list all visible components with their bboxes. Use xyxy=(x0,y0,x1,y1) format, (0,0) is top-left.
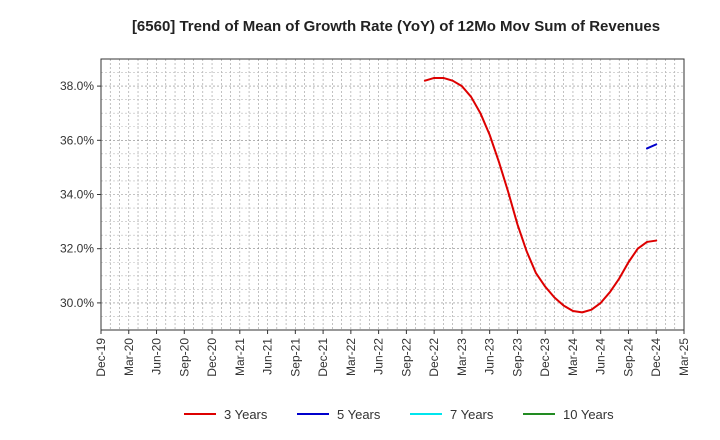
x-tick-label: Jun-21 xyxy=(261,338,275,375)
y-axis: 30.0% 32.0% 34.0% 36.0% 38.0% xyxy=(60,79,101,310)
chart-title: [6560] Trend of Mean of Growth Rate (YoY… xyxy=(132,18,660,35)
x-tick-label: Jun-23 xyxy=(483,338,497,375)
legend-label: 10 Years xyxy=(563,407,614,422)
y-tick-label: 36.0% xyxy=(60,133,94,147)
y-tick-label: 38.0% xyxy=(60,79,94,93)
x-tick-label: Mar-23 xyxy=(455,338,469,376)
x-tick-label: Jun-22 xyxy=(372,338,386,375)
x-tick-label: Sep-23 xyxy=(510,338,524,377)
legend: 3 Years 5 Years 7 Years 10 Years xyxy=(184,407,614,422)
x-tick-label: Mar-25 xyxy=(677,338,691,376)
plot-area xyxy=(100,58,685,331)
x-tick-label: Jun-20 xyxy=(150,338,164,375)
series-line-3-years xyxy=(423,76,658,314)
x-tick-label: Sep-21 xyxy=(288,338,302,377)
x-axis: Dec-19 Mar-20 Jun-20 Sep-20 Dec-20 Mar-21 Jun-… xyxy=(94,330,691,377)
y-tick-label: 30.0% xyxy=(60,296,94,310)
legend-label: 5 Years xyxy=(337,407,381,422)
series-lines xyxy=(423,76,658,314)
legend-label: 7 Years xyxy=(450,407,494,422)
x-tick-label: Sep-22 xyxy=(399,338,413,377)
y-tick-label: 32.0% xyxy=(60,242,94,256)
x-tick-label: Sep-24 xyxy=(621,338,635,377)
y-tick-label: 34.0% xyxy=(60,188,94,202)
x-tick-label: Mar-24 xyxy=(566,338,580,376)
x-tick-label: Dec-24 xyxy=(649,338,663,377)
x-tick-label: Sep-20 xyxy=(177,338,191,377)
x-tick-label: Dec-23 xyxy=(538,338,552,377)
x-tick-label: Dec-20 xyxy=(205,338,219,377)
x-tick-label: Mar-20 xyxy=(122,338,136,376)
x-tick-label: Mar-21 xyxy=(233,338,247,376)
x-tick-label: Dec-19 xyxy=(94,338,108,377)
grid xyxy=(101,59,684,330)
series-line-5-years xyxy=(645,143,658,150)
x-tick-label: Dec-22 xyxy=(427,338,441,377)
x-tick-label: Jun-24 xyxy=(594,338,608,375)
x-tick-label: Dec-21 xyxy=(316,338,330,377)
legend-label: 3 Years xyxy=(224,407,268,422)
x-tick-label: Mar-22 xyxy=(344,338,358,376)
